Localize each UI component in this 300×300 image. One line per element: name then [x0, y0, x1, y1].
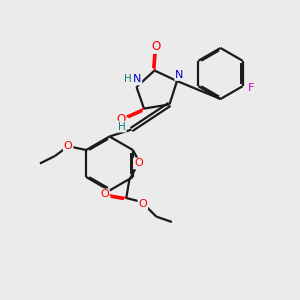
Text: H: H — [118, 122, 126, 132]
Text: O: O — [100, 189, 109, 200]
Text: O: O — [64, 140, 73, 151]
Text: O: O — [138, 199, 147, 209]
Text: N: N — [133, 74, 141, 85]
Text: N: N — [175, 70, 184, 80]
Text: O: O — [134, 158, 143, 169]
Text: F: F — [248, 83, 254, 93]
Text: O: O — [116, 113, 125, 126]
Text: H: H — [124, 74, 132, 85]
Text: O: O — [152, 40, 160, 53]
